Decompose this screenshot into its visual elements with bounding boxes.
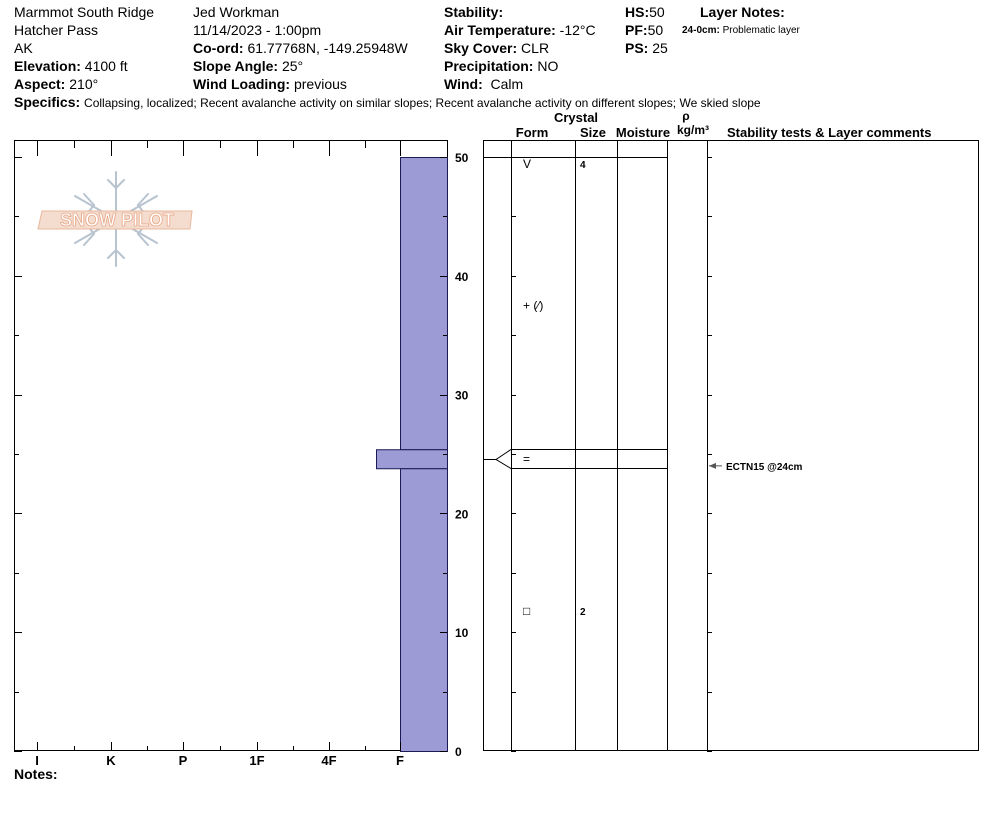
observer-name: Jed Workman <box>193 4 280 20</box>
col-rho-header: ρ <box>682 109 689 123</box>
obs-datetime: 11/14/2023 - 1:00pm <box>193 22 322 38</box>
hs-row: HS:50 <box>625 4 665 20</box>
crystal-form-1: + (⁄) <box>523 299 543 313</box>
precip-row: Precipitation: NO <box>444 58 558 74</box>
coord-label: Co-ord: <box>193 40 244 56</box>
elevation-row: Elevation: 4100 ft <box>14 58 128 74</box>
crystal-size-3: 2 <box>580 607 586 618</box>
stability-label: Stability: <box>444 4 504 20</box>
sky-label: Sky Cover: <box>444 40 518 56</box>
elevation-label: Elevation: <box>14 58 81 74</box>
wind-row: Wind: Calm <box>444 76 523 92</box>
pf-value: 50 <box>647 22 664 38</box>
slope-label: Slope Angle: <box>193 58 279 74</box>
hardness-label-I: I <box>35 753 39 768</box>
air-temp-label: Air Temperature: <box>444 22 556 38</box>
slope-value: 25° <box>281 58 304 74</box>
wind-loading-value: previous <box>293 76 347 92</box>
specifics-value: Collapsing, localized; Recent avalanche … <box>84 96 761 110</box>
wind-label: Wind: <box>444 76 483 92</box>
coord-value: 61.77768N, -149.25948W <box>247 40 408 56</box>
layer-note-text: Problematic layer <box>722 25 800 36</box>
hardness-label-P: P <box>179 753 188 768</box>
wind-loading-label: Wind Loading: <box>193 76 291 92</box>
aspect-value: 210° <box>69 76 99 92</box>
crystal-size-0: 4 <box>580 160 586 171</box>
col-size-header: Size <box>580 125 606 140</box>
elevation-value: 4100 ft <box>84 58 128 74</box>
hs-label: HS: <box>625 4 650 20</box>
hardness-bar-0 <box>400 157 448 451</box>
layer-boundary-1 <box>483 459 667 469</box>
sky-row: Sky Cover: CLR <box>444 40 549 56</box>
location-name: Marmmot South Ridge <box>14 4 155 20</box>
depth-label-40: 40 <box>455 270 469 284</box>
specifics-label: Specifics: <box>14 94 81 110</box>
col-rho-unit-header: kg/m³ <box>677 123 709 137</box>
depth-label-0: 0 <box>455 745 462 759</box>
aspect-row: Aspect: 210° <box>14 76 98 92</box>
depth-label-50: 50 <box>455 151 469 165</box>
slope-row: Slope Angle: 25° <box>193 58 303 74</box>
hs-value: 50 <box>649 4 665 20</box>
coord-row: Co-ord: 61.77768N, -149.25948W <box>193 40 408 56</box>
depth-label-10: 10 <box>455 626 469 640</box>
col-moisture-header: Moisture <box>616 125 670 140</box>
col-form-header: Form <box>516 125 549 140</box>
col-crystal-header: Crystal <box>554 110 598 125</box>
crystal-form-0: V <box>523 157 531 171</box>
depth-label-30: 30 <box>455 389 469 403</box>
precip-label: Precipitation: <box>444 58 534 74</box>
hardness-plot-frame <box>14 140 448 751</box>
hardness-label-K: K <box>106 753 116 768</box>
air-temp-value: -12°C <box>559 22 596 38</box>
hardness-bar-1 <box>376 449 448 470</box>
notes-label: Notes: <box>14 766 58 782</box>
precip-value: NO <box>537 58 559 74</box>
col-comments-header: Stability tests & Layer comments <box>727 125 931 140</box>
area-name: Hatcher Pass <box>14 22 99 38</box>
layer-note: 24-0cm: Problematic layer <box>682 25 800 37</box>
crystal-form-3: □ <box>523 604 530 618</box>
depth-label-20: 20 <box>455 507 469 521</box>
aspect-label: Aspect: <box>14 76 66 92</box>
ps-label: PS: <box>625 40 649 56</box>
stability-test-arrow-0 <box>709 462 716 469</box>
hardness-label-4F: 4F <box>321 753 336 768</box>
wind-loading-row: Wind Loading: previous <box>193 76 347 92</box>
layer-table <box>483 140 979 751</box>
hardness-label-1F: 1F <box>249 753 264 768</box>
layer-note-depth: 24-0cm: <box>682 25 720 36</box>
hardness-bar-2 <box>400 468 448 752</box>
specifics-row: Specifics: Collapsing, localized; Recent… <box>14 94 761 111</box>
hardness-label-F: F <box>396 753 404 768</box>
layer-notes-label: Layer Notes: <box>700 4 785 20</box>
logo-text: SNOW PILOT <box>60 210 174 230</box>
logo-banner <box>37 210 193 230</box>
sky-value: CLR <box>521 40 550 56</box>
pf-row: PF:50 <box>625 22 663 38</box>
pf-label: PF: <box>625 22 648 38</box>
ps-row: PS: 25 <box>625 40 668 56</box>
state-name: AK <box>14 40 33 56</box>
ps-value: 25 <box>652 40 668 56</box>
stability-row: Stability: <box>444 4 503 20</box>
snowpilot-logo: SNOW PILOT <box>37 171 193 267</box>
stability-test-label-0: ECTN15 @24cm <box>726 462 803 473</box>
wind-value: Calm <box>490 76 524 92</box>
crystal-form-2: = <box>523 452 530 466</box>
air-temp-row: Air Temperature: -12°C <box>444 22 596 38</box>
